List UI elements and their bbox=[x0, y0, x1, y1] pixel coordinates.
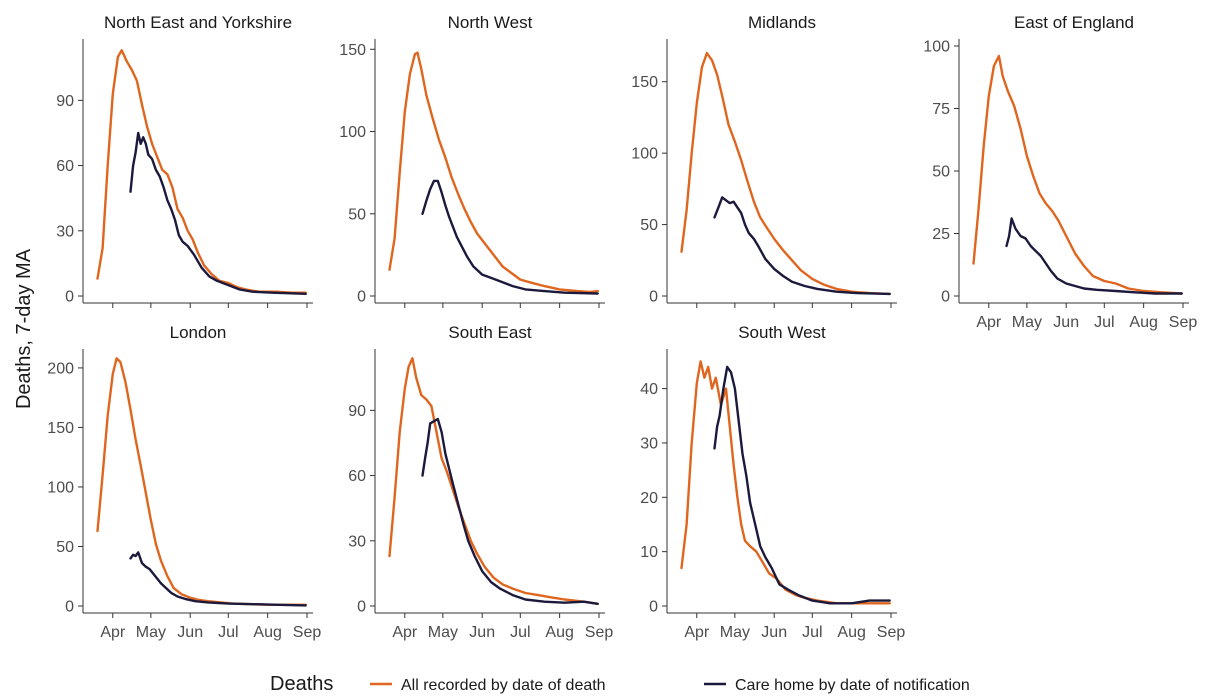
y-tick-label: 60 bbox=[348, 468, 366, 485]
y-tick-label: 0 bbox=[357, 289, 366, 306]
y-tick-label: 100 bbox=[923, 39, 950, 56]
x-tick-label: May bbox=[136, 624, 166, 641]
series-line-all-recorded bbox=[388, 51, 599, 294]
series-line-care-home bbox=[713, 365, 891, 605]
y-tick-label: 100 bbox=[339, 124, 366, 141]
x-tick-label: Aug bbox=[545, 624, 573, 641]
panel-title: North East and Yorkshire bbox=[104, 13, 292, 32]
y-tick-label: 20 bbox=[640, 490, 658, 507]
y-tick-label: 0 bbox=[649, 599, 658, 616]
y-tick-label: 90 bbox=[348, 403, 366, 420]
y-tick-label: 75 bbox=[932, 101, 950, 118]
series-line-all-recorded bbox=[680, 360, 891, 605]
y-tick-label: 0 bbox=[65, 289, 74, 306]
series-line-all-recorded bbox=[388, 357, 599, 605]
series-line-all-recorded bbox=[96, 49, 307, 294]
y-tick-label: 100 bbox=[47, 479, 74, 496]
x-tick-label: Jun bbox=[1053, 314, 1079, 331]
x-tick-label: Jul bbox=[510, 624, 530, 641]
panel: North East and Yorkshire 0 30 60 90 bbox=[56, 13, 313, 308]
y-tick-label: 0 bbox=[65, 599, 74, 616]
x-tick-label: Jul bbox=[1094, 314, 1114, 331]
panel-title: London bbox=[170, 323, 227, 342]
x-tick-label: May bbox=[720, 624, 750, 641]
panel-title: Midlands bbox=[748, 13, 816, 32]
y-tick-label: 30 bbox=[56, 223, 74, 240]
x-tick-label: Sep bbox=[877, 624, 906, 641]
series-line-all-recorded bbox=[680, 51, 891, 296]
series-line-all-recorded bbox=[972, 54, 1183, 295]
y-tick-label: 100 bbox=[631, 146, 658, 163]
panel-title: South West bbox=[738, 323, 826, 342]
series-line-all-recorded bbox=[96, 357, 307, 606]
y-tick-label: 0 bbox=[941, 289, 950, 306]
y-tick-label: 25 bbox=[932, 226, 950, 243]
series-line-care-home bbox=[129, 131, 307, 295]
panel: Midlands 0 50 100 150 bbox=[631, 13, 897, 308]
y-tick-label: 30 bbox=[640, 435, 658, 452]
series-line-care-home bbox=[1005, 217, 1183, 295]
panel: South West 0 10 20 30 40 Apr May Jun Jul Aug Sep bbox=[640, 323, 905, 641]
y-tick-label: 50 bbox=[348, 206, 366, 223]
panel: South East 0 30 60 90 Apr May Jun Jul Aug Sep bbox=[348, 323, 613, 641]
y-tick-label: 30 bbox=[348, 533, 366, 550]
x-tick-label: May bbox=[1012, 314, 1042, 331]
y-tick-label: 50 bbox=[640, 217, 658, 234]
x-tick-label: Sep bbox=[1169, 314, 1198, 331]
chart-panels: North East and Yorkshire 0 30 60 90 North Wes… bbox=[47, 13, 1197, 641]
x-tick-label: Apr bbox=[976, 314, 1002, 331]
panel: London 0 50 100 150 200 Apr May Jun Jul Aug Sep bbox=[47, 323, 321, 641]
y-tick-label: 150 bbox=[631, 74, 658, 91]
y-tick-label: 40 bbox=[640, 381, 658, 398]
y-tick-label: 10 bbox=[640, 544, 658, 561]
x-tick-label: Jul bbox=[802, 624, 822, 641]
legend-title: Deaths bbox=[270, 673, 333, 695]
y-tick-label: 0 bbox=[649, 289, 658, 306]
x-tick-label: Aug bbox=[837, 624, 865, 641]
y-tick-label: 150 bbox=[339, 42, 366, 59]
x-tick-label: May bbox=[428, 624, 458, 641]
legend: Deaths All recorded by date of death Care … bbox=[270, 673, 970, 695]
panel-title: South East bbox=[448, 323, 531, 342]
series-line-care-home bbox=[421, 179, 599, 295]
x-tick-label: Jun bbox=[177, 624, 203, 641]
x-tick-label: Apr bbox=[392, 624, 418, 641]
x-tick-label: Apr bbox=[684, 624, 710, 641]
y-axis-label: Deaths, 7-day MA bbox=[13, 248, 35, 409]
series-line-care-home bbox=[129, 551, 307, 607]
x-tick-label: Aug bbox=[253, 624, 281, 641]
legend-label: All recorded by date of death bbox=[401, 677, 606, 694]
y-tick-label: 60 bbox=[56, 158, 74, 175]
x-tick-label: Jun bbox=[469, 624, 495, 641]
panel-title: East of England bbox=[1014, 13, 1134, 32]
y-tick-label: 50 bbox=[56, 539, 74, 556]
x-tick-label: Jun bbox=[761, 624, 787, 641]
y-tick-label: 200 bbox=[47, 360, 74, 377]
y-tick-label: 50 bbox=[932, 164, 950, 181]
x-tick-label: Jul bbox=[218, 624, 238, 641]
series-line-care-home bbox=[713, 196, 891, 296]
panel: East of England 0 25 50 75 100 Apr May Jun Jul Aug… bbox=[923, 13, 1197, 331]
legend-label: Care home by date of notification bbox=[735, 677, 970, 694]
y-tick-label: 150 bbox=[47, 420, 74, 437]
series-line-care-home bbox=[421, 417, 599, 605]
panel: North West 0 50 100 150 bbox=[339, 13, 605, 308]
y-tick-label: 0 bbox=[357, 599, 366, 616]
x-tick-label: Sep bbox=[293, 624, 322, 641]
x-tick-label: Aug bbox=[1129, 314, 1157, 331]
y-tick-label: 90 bbox=[56, 93, 74, 110]
panel-title: North West bbox=[448, 13, 533, 32]
x-tick-label: Sep bbox=[585, 624, 614, 641]
x-tick-label: Apr bbox=[100, 624, 126, 641]
